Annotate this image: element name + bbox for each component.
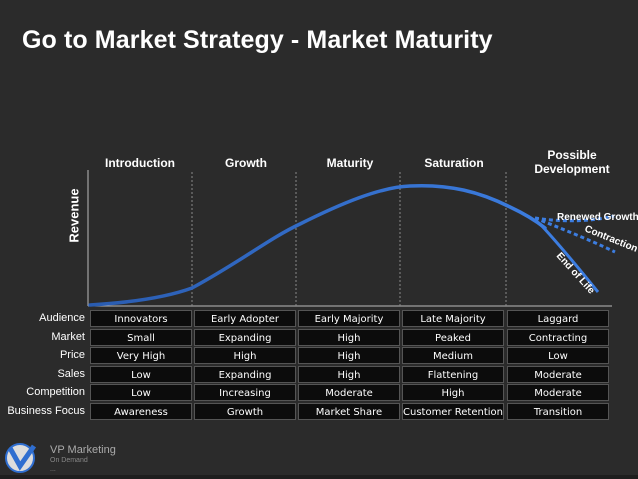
table-cell: Low	[507, 347, 609, 364]
table-cell: Moderate	[507, 365, 609, 383]
table-cell: Awareness	[90, 402, 192, 420]
table-cell: Contracting	[507, 328, 609, 346]
bottom-bar	[0, 475, 638, 479]
table-cell: High	[298, 328, 400, 346]
table-cell: High	[402, 384, 504, 401]
table-cell: Transition	[507, 402, 609, 420]
table-cell: Early Adopter	[194, 310, 296, 327]
contraction-line	[534, 216, 616, 254]
table-cell: Low	[90, 384, 192, 401]
table-cell: Medium	[402, 347, 504, 364]
table-cell: Peaked	[402, 328, 504, 346]
row-label: Competition	[26, 386, 85, 398]
table-cell: Laggard	[507, 310, 609, 327]
table-cell: Early Majority	[298, 310, 400, 327]
row-label: Price	[59, 349, 85, 361]
stage-possible-development: Possible Development	[534, 148, 610, 176]
stage-saturation: Saturation	[424, 156, 484, 170]
table-cell: Flattening	[402, 365, 504, 383]
table-cell: Moderate	[298, 384, 400, 401]
row-label: Audience	[39, 312, 85, 324]
end-of-life-line	[538, 222, 600, 293]
stage-maturity: Maturity	[326, 156, 374, 170]
stage-growth: Growth	[225, 156, 267, 170]
logo-sub-1: On Demand	[50, 457, 88, 464]
label-renewed-growth: Renewed Growth	[557, 212, 638, 223]
table-cell: High	[194, 347, 296, 364]
row-label: Sales	[57, 367, 85, 380]
revenue-curve	[88, 183, 547, 307]
logo-name: VP Marketing	[50, 444, 116, 456]
page-title: Go to Market Strategy - Market Maturity	[22, 26, 493, 54]
renewed-growth-line	[534, 214, 615, 223]
table-cell: Growth	[194, 402, 296, 420]
row-label: Business Focus	[7, 404, 85, 417]
row-label: Market	[51, 330, 85, 343]
table-cell: Low	[90, 365, 192, 383]
table-cell: Late Majority	[402, 310, 504, 327]
label-contraction: Contraction	[583, 224, 638, 255]
table-cell: Very High	[90, 347, 192, 364]
label-end-of-life: End of Life	[554, 251, 597, 297]
table-cell: Moderate	[507, 384, 609, 401]
logo-sub-2: ...	[50, 466, 56, 473]
table-cell: Market Share	[298, 402, 400, 420]
table-cell: Expanding	[194, 328, 296, 346]
stage-introduction: Introduction	[105, 156, 175, 170]
table-cell: High	[298, 365, 400, 383]
table-cell: Increasing	[194, 384, 296, 401]
table-cell: Innovators	[90, 310, 192, 327]
table-cell: Small	[90, 328, 192, 346]
table-cell: High	[298, 347, 400, 364]
table-cell: Customer Retention	[402, 402, 504, 420]
table-cell: Expanding	[194, 365, 296, 383]
vp-marketing-logo-icon	[5, 443, 37, 473]
